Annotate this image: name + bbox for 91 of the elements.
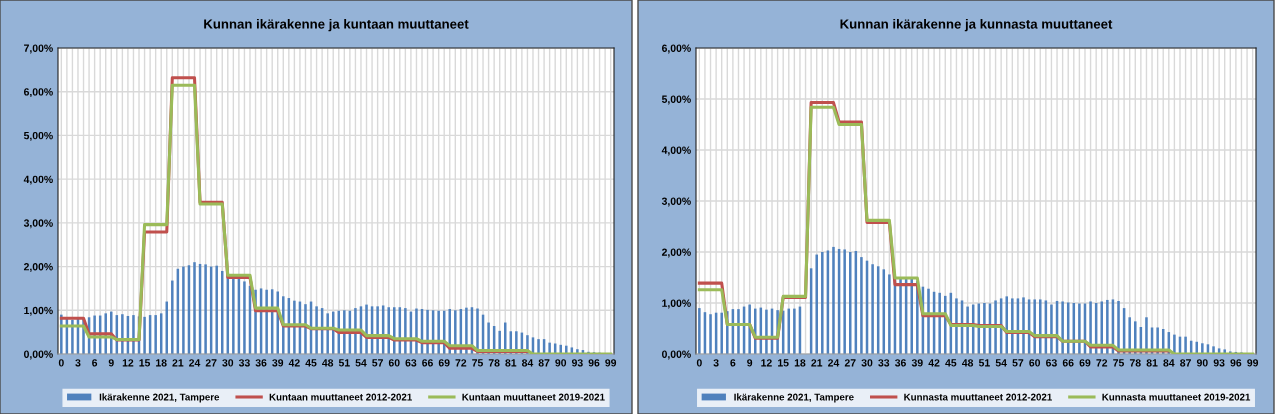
x-tick-label: 45 [305, 359, 317, 367]
x-tick-label: 15 [139, 359, 151, 367]
x-tick-label: 57 [372, 359, 383, 367]
x-tick-label: 6 [92, 359, 98, 367]
x-tick-label: 99 [605, 359, 617, 367]
x-tick-label: 42 [288, 359, 300, 367]
x-tick-label: 96 [588, 359, 600, 367]
x-tick-label: 27 [844, 359, 856, 367]
x-tick-label: 90 [555, 359, 567, 367]
y-tick-label: 2,00% [23, 263, 53, 272]
x-tick-label: 9 [108, 359, 114, 367]
x-tick-label: 96 [1230, 359, 1242, 367]
x-tick-label: 36 [895, 359, 906, 367]
x-tick-label: 75 [1113, 359, 1125, 367]
x-tick-label: 48 [961, 359, 974, 367]
x-tick-label: 36 [255, 359, 267, 367]
x-tick-label: 48 [322, 359, 334, 367]
x-tick-label: 66 [422, 359, 433, 367]
chart-title: Kunnan ikärakenne ja kunnasta muuttaneet [840, 18, 1113, 32]
x-tick-label: 51 [338, 359, 350, 367]
y-tick-label: 6,00% [23, 88, 53, 98]
x-tick-label: 39 [272, 359, 284, 367]
x-tick-label: 45 [945, 359, 957, 367]
x-tick-label: 84 [1163, 359, 1175, 367]
y-tick-label: 1,00% [24, 306, 53, 316]
x-tick-label: 93 [1213, 359, 1225, 367]
chart-title: Kunnan ikärakenne ja kuntaan muuttaneet [204, 18, 469, 32]
y-tick-label: 2,00% [661, 248, 691, 258]
y-tick-label: 1,00% [662, 299, 691, 309]
x-tick-label: 69 [438, 359, 450, 367]
x-tick-label: 21 [811, 359, 823, 367]
y-tick-label: 4,00% [661, 146, 691, 156]
x-tick-label: 87 [538, 359, 550, 367]
y-tick-label: 3,00% [23, 219, 53, 229]
x-tick-label: 21 [172, 359, 184, 367]
x-tick-label: 24 [828, 359, 840, 367]
x-tick-label: 18 [794, 359, 806, 367]
legend-label: Kuntaan muuttaneet 2012-2021 [269, 393, 412, 401]
x-tick-label: 33 [878, 359, 890, 367]
y-tick-label: 5,00% [23, 131, 53, 141]
x-tick-label: 60 [1029, 359, 1041, 367]
legend-label: Ikärakenne 2021, Tampere [734, 393, 854, 403]
x-tick-label: 99 [1247, 359, 1259, 367]
x-tick-label: 60 [388, 359, 400, 367]
x-tick-label: 9 [747, 359, 753, 367]
y-tick-label: 5,00% [661, 95, 691, 105]
x-tick-label: 93 [571, 359, 583, 367]
x-tick-label: 30 [222, 359, 234, 367]
x-tick-label: 39 [911, 359, 923, 367]
y-tick-label: 4,00% [23, 175, 53, 185]
x-tick-label: 51 [978, 359, 990, 367]
y-tick-label: 7,00% [24, 44, 53, 54]
x-tick-label: 63 [1046, 359, 1057, 367]
x-tick-label: 78 [488, 359, 500, 367]
y-tick-label: 0,00% [662, 350, 691, 360]
x-tick-label: 81 [1146, 359, 1158, 367]
legend-label: Ikärakenne 2021, Tampere [99, 393, 220, 403]
legend-label: Kunnasta muuttaneet 2019-2021 [1102, 393, 1251, 401]
x-tick-label: 90 [1196, 359, 1208, 367]
x-tick-label: 57 [1012, 359, 1024, 367]
x-tick-label: 24 [189, 359, 201, 367]
x-tick-label: 15 [778, 359, 789, 367]
x-tick-label: 63 [405, 359, 417, 367]
x-tick-label: 30 [861, 359, 873, 367]
x-tick-label: 54 [995, 359, 1007, 367]
x-tick-label: 27 [205, 359, 217, 367]
x-tick-label: 3 [75, 359, 81, 367]
x-tick-label: 12 [761, 359, 772, 367]
x-tick-label: 81 [505, 359, 517, 367]
x-tick-label: 3 [713, 359, 719, 367]
y-tick-label: 3,00% [661, 197, 691, 207]
x-tick-label: 6 [730, 359, 736, 367]
legend-label: Kuntaan muuttaneet 2019-2021 [462, 393, 605, 401]
y-tick-label: 6,00% [661, 44, 691, 54]
x-tick-label: 87 [1180, 359, 1191, 367]
x-tick-label: 0 [696, 359, 702, 367]
x-tick-label: 18 [156, 359, 167, 367]
legend-label: Kunnasta muuttaneet 2012-2021 [904, 393, 1052, 401]
x-tick-label: 0 [58, 359, 64, 367]
x-tick-label: 72 [455, 359, 467, 367]
x-tick-label: 33 [238, 359, 250, 367]
x-tick-label: 12 [122, 359, 134, 367]
x-tick-label: 54 [355, 359, 367, 367]
x-tick-label: 84 [521, 359, 534, 367]
x-tick-label: 69 [1079, 359, 1091, 367]
x-tick-label: 42 [928, 359, 940, 367]
x-tick-label: 78 [1129, 359, 1141, 367]
x-tick-label: 75 [472, 359, 483, 367]
y-tick-label: 0,00% [24, 350, 53, 360]
x-tick-label: 72 [1096, 359, 1108, 367]
x-tick-label: 66 [1062, 359, 1074, 367]
